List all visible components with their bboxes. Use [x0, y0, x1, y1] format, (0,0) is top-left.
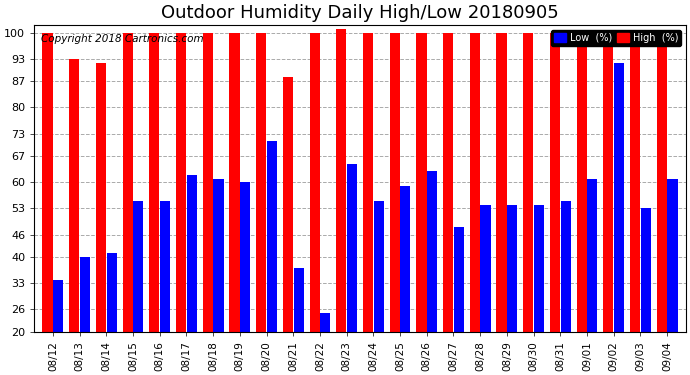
Bar — [160, 201, 170, 332]
Bar — [416, 33, 426, 332]
Bar — [106, 254, 117, 332]
Bar — [203, 33, 213, 332]
Bar — [534, 205, 544, 332]
Bar — [283, 78, 293, 332]
Bar — [641, 209, 651, 332]
Legend: Low  (%), High  (%): Low (%), High (%) — [551, 30, 681, 46]
Bar — [390, 33, 400, 332]
Bar — [267, 141, 277, 332]
Bar — [149, 33, 159, 332]
Bar — [43, 33, 52, 332]
Bar — [176, 33, 186, 332]
Bar — [577, 33, 586, 332]
Bar — [69, 59, 79, 332]
Text: Copyright 2018 Cartronics.com: Copyright 2018 Cartronics.com — [41, 34, 204, 44]
Bar — [363, 33, 373, 332]
Bar — [256, 33, 266, 332]
Bar — [657, 33, 667, 332]
Bar — [320, 313, 331, 332]
Title: Outdoor Humidity Daily High/Low 20180905: Outdoor Humidity Daily High/Low 20180905 — [161, 4, 559, 22]
Bar — [347, 164, 357, 332]
Bar — [293, 268, 304, 332]
Bar — [187, 175, 197, 332]
Bar — [603, 33, 613, 332]
Bar — [470, 33, 480, 332]
Bar — [213, 178, 224, 332]
Bar — [229, 33, 239, 332]
Bar — [630, 33, 640, 332]
Bar — [614, 63, 624, 332]
Bar — [133, 201, 144, 332]
Bar — [497, 33, 506, 332]
Bar — [587, 178, 598, 332]
Bar — [560, 201, 571, 332]
Bar — [550, 33, 560, 332]
Bar — [400, 186, 411, 332]
Bar — [373, 201, 384, 332]
Bar — [523, 33, 533, 332]
Bar — [53, 279, 63, 332]
Bar — [96, 63, 106, 332]
Bar — [667, 178, 678, 332]
Bar — [480, 205, 491, 332]
Bar — [507, 205, 518, 332]
Bar — [427, 171, 437, 332]
Bar — [80, 257, 90, 332]
Bar — [123, 33, 132, 332]
Bar — [443, 33, 453, 332]
Bar — [336, 29, 346, 332]
Bar — [454, 227, 464, 332]
Bar — [240, 182, 250, 332]
Bar — [310, 33, 319, 332]
